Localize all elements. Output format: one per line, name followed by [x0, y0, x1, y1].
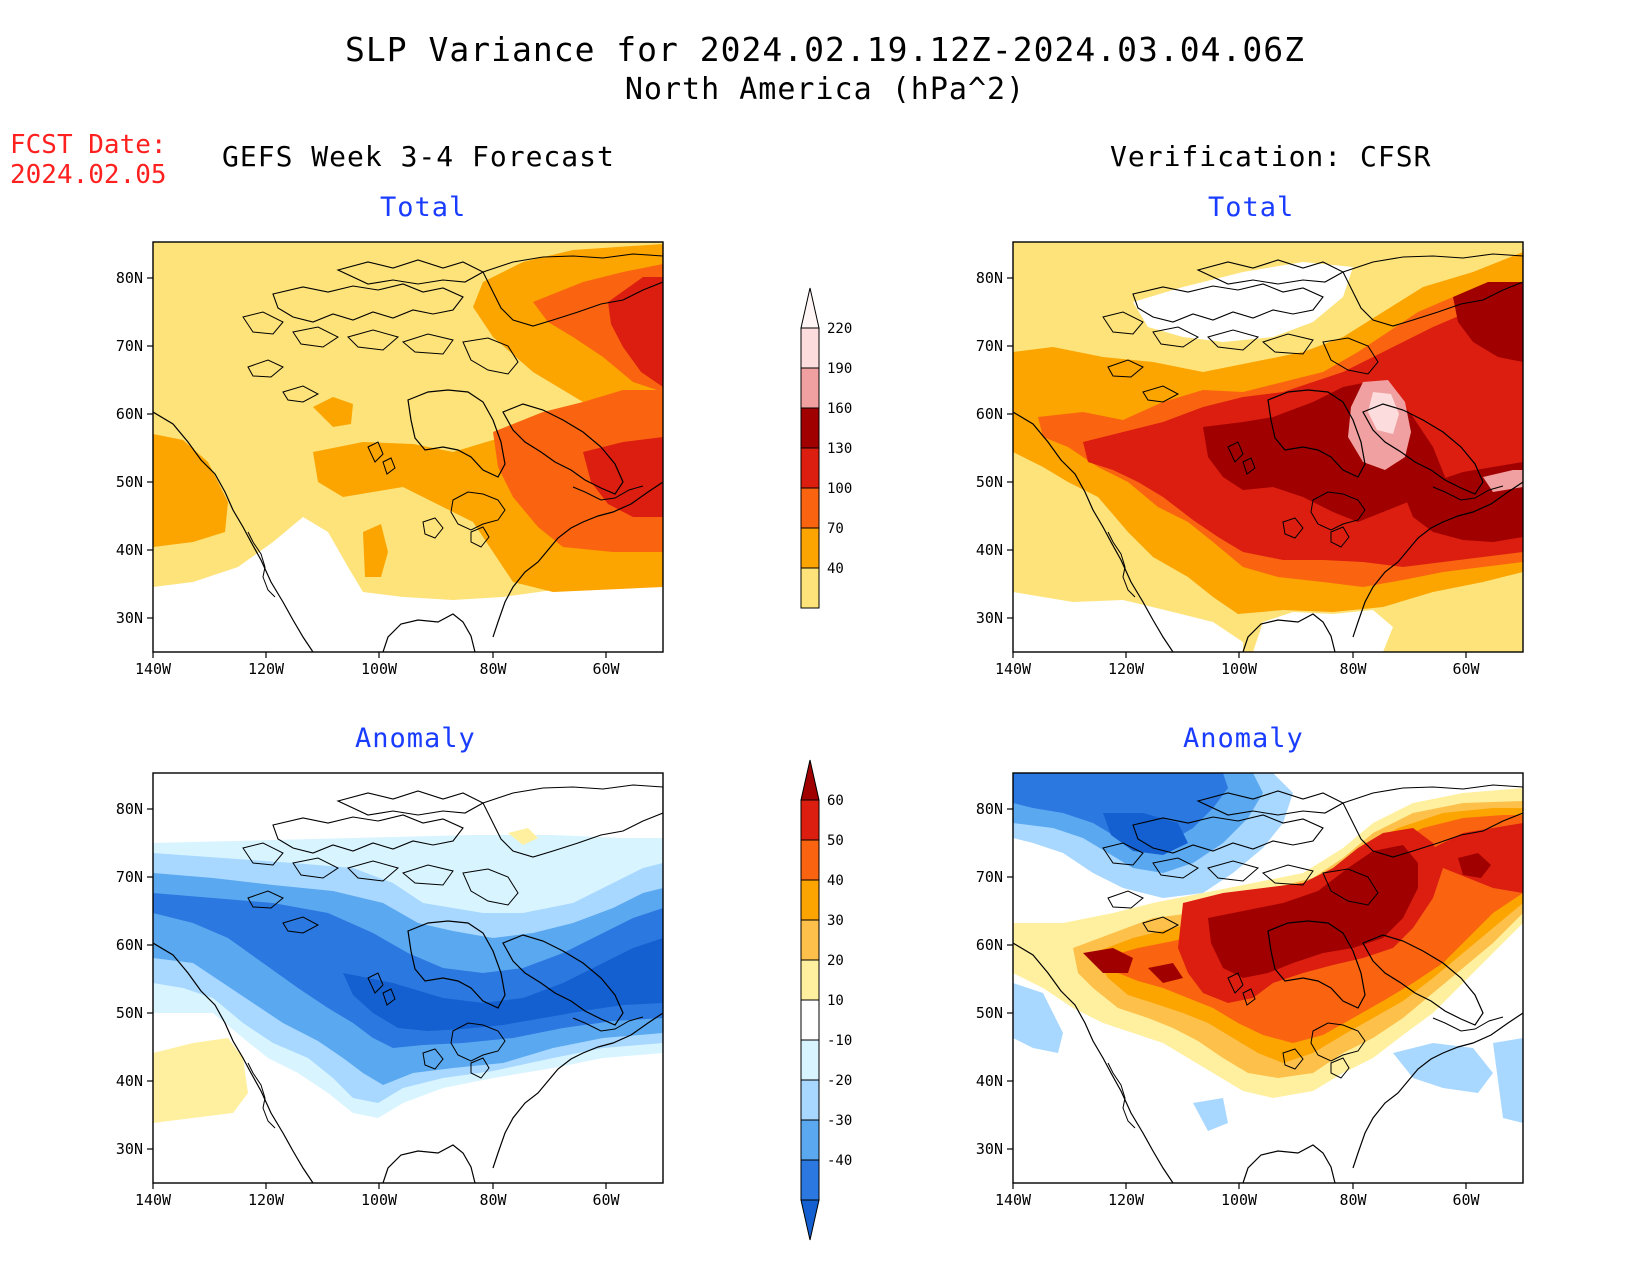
lon-tick-label: 60W: [592, 1191, 620, 1209]
lon-tick-label: 100W: [1221, 1191, 1258, 1209]
main-title: SLP Variance for 2024.02.19.12Z-2024.03.…: [345, 30, 1305, 69]
lat-tick-label: 50N: [116, 473, 143, 491]
lat-tick-label: 80N: [976, 800, 1003, 818]
total-colorbar-swatch: [800, 407, 820, 449]
total-colorbar-swatch: [800, 367, 820, 409]
lon-tick-label: 120W: [1108, 660, 1145, 678]
total-colorbar-swatch: [800, 527, 820, 569]
total-colorbar-label: 40: [827, 561, 844, 577]
anomaly-colorbar-swatch: [800, 1159, 820, 1201]
total-colorbar-swatch: [800, 567, 820, 609]
forecast-total-map: [152, 241, 664, 653]
anomaly-colorbar-label: 40: [827, 873, 844, 889]
anomaly-colorbar-swatch: [800, 919, 820, 961]
lon-tick-label: 80W: [1339, 660, 1367, 678]
lat-tick-label: 40N: [976, 1072, 1003, 1090]
lon-tick-label: 140W: [135, 1191, 172, 1209]
anomaly-colorbar-swatch: [800, 799, 820, 841]
lat-tick-label: 60N: [116, 405, 143, 423]
anomaly-colorbar-swatch: [800, 959, 820, 1001]
verification-total-map: [1012, 241, 1524, 653]
anomaly-colorbar-swatch: [800, 999, 820, 1041]
anomaly-colorbar-top-arrow: [800, 759, 820, 801]
lat-tick-label: 30N: [976, 1140, 1003, 1158]
total-colorbar-swatch: [800, 327, 820, 369]
total-colorbar-swatch: [800, 447, 820, 489]
lat-tick-label: 60N: [116, 936, 143, 954]
lon-tick-label: 60W: [1452, 1191, 1480, 1209]
anomaly-colorbar-swatch: [800, 879, 820, 921]
verification-anomaly-label: Anomaly: [1183, 723, 1304, 754]
lon-tick-label: 100W: [1221, 660, 1258, 678]
lon-tick-label: 140W: [995, 1191, 1032, 1209]
total-colorbar-label: 160: [827, 401, 852, 417]
anomaly-colorbar-label: 10: [827, 993, 844, 1009]
lon-tick-label: 80W: [479, 1191, 507, 1209]
lat-tick-label: 40N: [116, 541, 143, 559]
total-colorbar-label: 100: [827, 481, 852, 497]
total-colorbar-label: 190: [827, 361, 852, 377]
anomaly-colorbar-bottom-arrow: [800, 1199, 820, 1241]
lon-tick-label: 60W: [1452, 660, 1480, 678]
lon-tick-label: 140W: [135, 660, 172, 678]
anomaly-colorbar-label: 20: [827, 953, 844, 969]
lat-tick-label: 30N: [116, 1140, 143, 1158]
lon-tick-label: 100W: [361, 1191, 398, 1209]
lat-tick-label: 50N: [116, 1004, 143, 1022]
total-colorbar-swatch: [800, 487, 820, 529]
fcst-date-label: FCST Date:: [10, 130, 167, 160]
lat-tick-label: 40N: [116, 1072, 143, 1090]
lat-tick-label: 70N: [116, 868, 143, 886]
right-column-heading: Verification: CFSR: [1110, 140, 1432, 173]
total-colorbar-top-arrow: [800, 287, 820, 329]
lat-tick-label: 40N: [976, 541, 1003, 559]
lat-tick-label: 70N: [976, 868, 1003, 886]
anomaly-colorbar: 60 50 40 30 20 10 -10 -20 -30 -40: [800, 759, 852, 1241]
anomaly-colorbar-label: -10: [827, 1033, 852, 1049]
anomaly-colorbar-label: 30: [827, 913, 844, 929]
lon-tick-label: 120W: [248, 1191, 285, 1209]
anomaly-colorbar-label: -40: [827, 1153, 852, 1169]
lon-tick-label: 100W: [361, 660, 398, 678]
lat-tick-label: 60N: [976, 936, 1003, 954]
lon-tick-label: 80W: [479, 660, 507, 678]
anomaly-colorbar-label: 50: [827, 833, 844, 849]
verification-anomaly-map: [1012, 772, 1524, 1184]
subtitle: North America (hPa^2): [624, 72, 1026, 107]
anomaly-colorbar-label: -20: [827, 1073, 852, 1089]
forecast-anomaly-map: [152, 772, 664, 1184]
lat-tick-label: 60N: [976, 405, 1003, 423]
fcst-date-value: 2024.02.05: [10, 160, 167, 190]
anomaly-colorbar-swatch: [800, 1079, 820, 1121]
lon-tick-label: 60W: [592, 660, 620, 678]
lat-tick-label: 70N: [116, 337, 143, 355]
forecast-total-label: Total: [380, 192, 467, 223]
anomaly-colorbar-swatch: [800, 1119, 820, 1161]
anomaly-colorbar-label: 60: [827, 793, 844, 809]
anomaly-colorbar-swatch: [800, 1039, 820, 1081]
lat-tick-label: 30N: [116, 609, 143, 627]
lon-tick-label: 120W: [248, 660, 285, 678]
lat-tick-label: 80N: [116, 800, 143, 818]
lat-tick-label: 80N: [116, 269, 143, 287]
total-colorbar-label: 70: [827, 521, 844, 537]
lat-tick-label: 80N: [976, 269, 1003, 287]
anomaly-colorbar-swatch: [800, 839, 820, 881]
lat-tick-label: 50N: [976, 473, 1003, 491]
lat-tick-label: 30N: [976, 609, 1003, 627]
lon-tick-label: 80W: [1339, 1191, 1367, 1209]
anomaly-colorbar-label: -30: [827, 1113, 852, 1129]
total-colorbar: 220 190 160 130 100 70 40: [800, 287, 852, 609]
total-colorbar-label: 130: [827, 441, 852, 457]
lat-tick-label: 50N: [976, 1004, 1003, 1022]
lon-tick-label: 140W: [995, 660, 1032, 678]
left-column-heading: GEFS Week 3-4 Forecast: [222, 140, 615, 173]
total-colorbar-label: 220: [827, 321, 852, 337]
verification-total-label: Total: [1208, 192, 1295, 223]
lat-tick-label: 70N: [976, 337, 1003, 355]
forecast-anomaly-label: Anomaly: [355, 723, 476, 754]
lon-tick-label: 120W: [1108, 1191, 1145, 1209]
